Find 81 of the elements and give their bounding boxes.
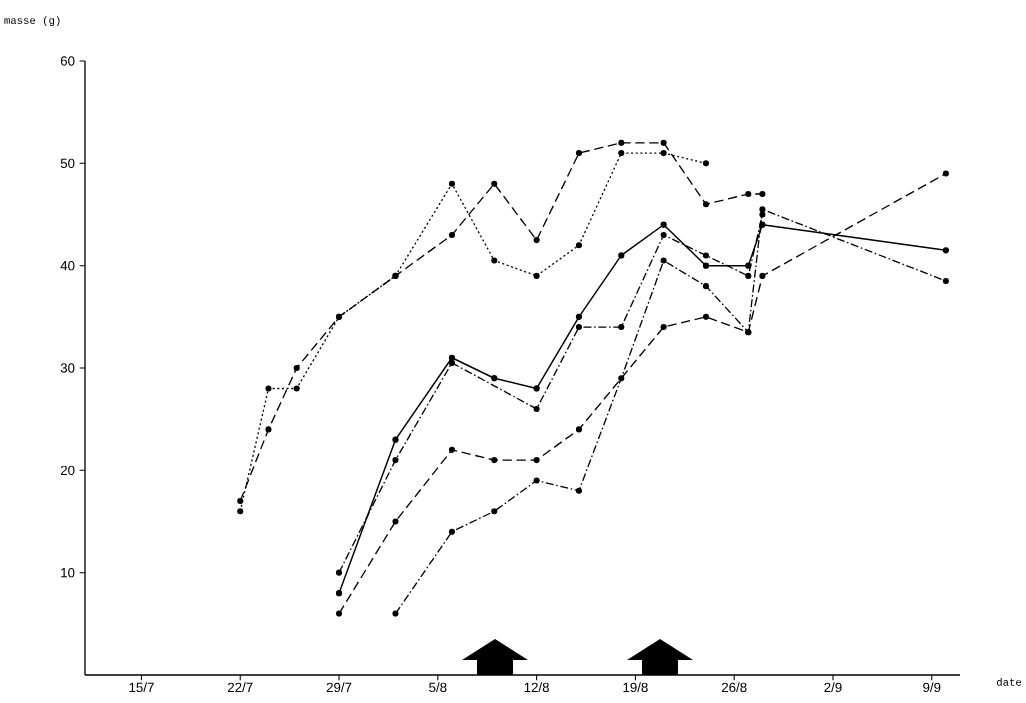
point: [392, 518, 399, 525]
point: [335, 590, 343, 597]
y-tick-label: 40: [60, 260, 75, 271]
point: [575, 324, 583, 331]
point: [237, 508, 244, 515]
y-tick-label: 30: [60, 363, 75, 373]
point: [759, 211, 766, 218]
point: [237, 497, 244, 505]
x-tick-label: 19/8: [623, 682, 648, 693]
point: [745, 262, 752, 269]
point: [533, 237, 540, 244]
point: [533, 385, 540, 392]
x-tick-label: 12/8: [524, 682, 549, 693]
y-tick-label: 60: [60, 56, 75, 66]
point: [618, 324, 625, 331]
x-tick-label: 15/7: [129, 682, 154, 693]
point: [759, 272, 766, 279]
point: [533, 477, 540, 484]
x-tick-label: 2/9: [824, 682, 842, 693]
point: [575, 313, 583, 320]
point: [575, 242, 583, 249]
point: [618, 252, 625, 259]
point: [660, 139, 667, 146]
x-tick-label: 26/8: [721, 682, 747, 693]
point: [335, 610, 343, 617]
point: [575, 426, 583, 433]
point: [448, 180, 455, 187]
point: [265, 385, 272, 392]
x-tick-label: 22/7: [227, 682, 253, 693]
point: [942, 277, 949, 285]
point: [660, 231, 667, 239]
point: [491, 457, 498, 464]
point: [759, 221, 766, 228]
point: [702, 313, 710, 320]
point: [702, 283, 710, 290]
point: [392, 610, 399, 617]
x-axis-title: date: [996, 677, 1022, 686]
x-tick-label: 9/9: [923, 682, 941, 693]
point: [491, 180, 498, 187]
point: [448, 446, 455, 453]
point: [448, 528, 455, 535]
point: [618, 139, 625, 146]
y-tick-label: 10: [61, 567, 75, 578]
point: [335, 569, 343, 576]
point: [759, 190, 766, 198]
point: [533, 405, 540, 412]
point: [745, 272, 752, 279]
point: [491, 508, 498, 515]
point: [702, 160, 710, 167]
point: [702, 201, 710, 208]
point: [533, 457, 540, 464]
point: [265, 426, 272, 433]
point: [448, 231, 455, 239]
point: [448, 354, 456, 361]
point: [660, 324, 667, 331]
point: [759, 206, 766, 213]
point: [618, 375, 625, 382]
point: [660, 221, 667, 228]
y-tick-label: 50: [60, 158, 75, 169]
point: [618, 150, 625, 157]
y-axis-title: masse (g): [4, 16, 60, 27]
point: [392, 457, 399, 464]
point: [533, 272, 540, 279]
point: [942, 247, 950, 254]
y-tick-label: 20: [60, 465, 75, 476]
point: [293, 364, 300, 372]
point: [293, 385, 300, 392]
x-tick-label: 29/7: [326, 682, 352, 693]
point: [575, 150, 583, 157]
point: [660, 150, 667, 157]
point: [745, 190, 752, 198]
point: [491, 257, 498, 264]
point: [660, 257, 667, 264]
point: [702, 252, 710, 259]
point: [448, 359, 455, 366]
point: [575, 487, 583, 494]
point: [491, 375, 498, 382]
point: [392, 436, 399, 443]
x-tick-label: 5/8: [429, 682, 447, 693]
point: [942, 170, 949, 177]
point: [702, 262, 710, 269]
